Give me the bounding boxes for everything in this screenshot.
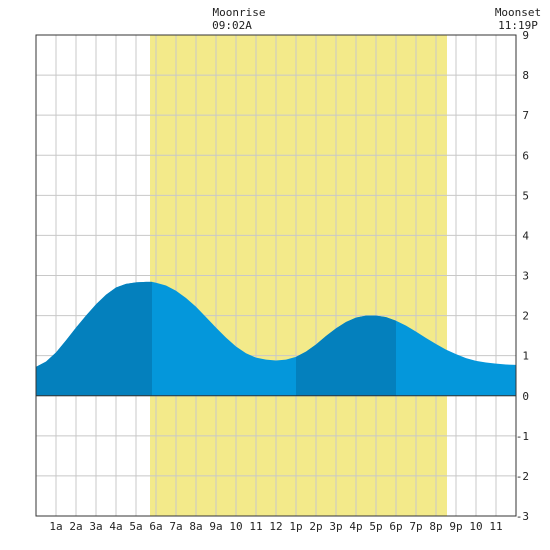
y-tick-label: 6 [522,149,529,162]
moonrise-time: 09:02A [212,19,252,32]
y-tick-label: -2 [516,470,529,483]
x-tick-label: 12 [269,520,282,533]
moonset-label: Moonset [495,6,541,19]
y-tick-label: -1 [516,430,529,443]
moonset-time: 11:19P [498,19,538,32]
x-tick-label: 4a [109,520,122,533]
x-tick-label: 6p [389,520,402,533]
moonrise-label: Moonrise [213,6,266,19]
x-tick-label: 8p [429,520,442,533]
y-tick-label: 7 [522,109,529,122]
y-tick-label: 8 [522,69,529,82]
x-tick-label: 2p [309,520,322,533]
x-tick-label: 11 [489,520,502,533]
y-tick-label: 9 [522,29,529,42]
x-tick-label: 1a [49,520,62,533]
x-tick-label: 11 [249,520,262,533]
x-tick-label: 9a [209,520,222,533]
x-tick-label: 4p [349,520,362,533]
y-tick-label: 5 [522,189,529,202]
x-tick-label: 7a [169,520,182,533]
x-tick-label: 2a [69,520,82,533]
x-tick-label: 3a [89,520,102,533]
x-tick-label: 1p [289,520,302,533]
tide-area-shaded [36,281,152,396]
tide-area-shaded [296,315,396,396]
x-tick-label: 9p [449,520,462,533]
y-tick-label: 3 [522,270,529,283]
plot-frame [35,34,517,517]
x-tick-label: 5p [369,520,382,533]
y-tick-label: 2 [522,310,529,323]
y-tick-label: 0 [522,390,529,403]
x-tick-label: 8a [189,520,202,533]
x-tick-label: 10 [229,520,242,533]
x-tick-label: 10 [469,520,482,533]
x-tick-label: 6a [149,520,162,533]
x-tick-label: 5a [129,520,142,533]
y-tick-label: 4 [522,229,529,242]
y-tick-label: -3 [516,510,529,523]
y-tick-label: 1 [522,350,529,363]
x-tick-label: 3p [329,520,342,533]
x-tick-label: 7p [409,520,422,533]
